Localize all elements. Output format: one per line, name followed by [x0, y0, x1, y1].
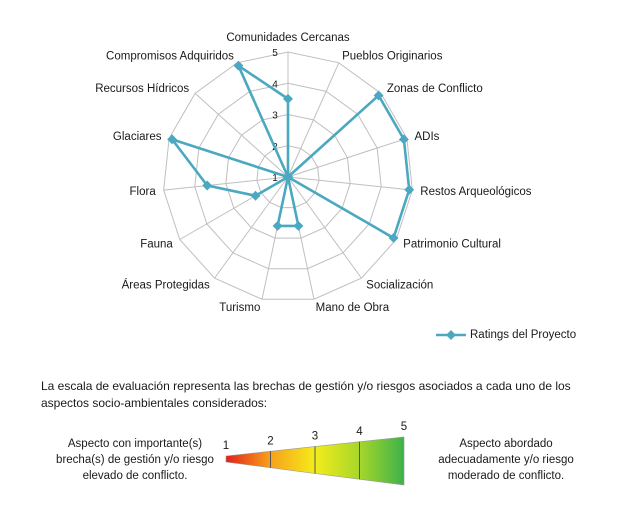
data-point: [398, 134, 409, 145]
radar-chart: Comunidades Cercanas Pueblos Originarios Z…: [95, 32, 532, 314]
series-group: [167, 60, 415, 243]
data-point: [283, 172, 293, 182]
legend-label: Ratings del Proyecto: [470, 329, 577, 341]
grid-spoke: [287, 176, 362, 279]
grid-ring: [194, 82, 382, 270]
grid-spoke: [163, 176, 289, 191]
data-point: [404, 184, 415, 195]
data-point: [388, 232, 399, 243]
legend-marker-icon: [436, 330, 466, 340]
scale-high-description: Aspecto abordado adecuadamente y/o riesg…: [438, 438, 574, 482]
axis-label: Flora: [130, 186, 157, 198]
grid-spoke: [214, 176, 289, 279]
data-point: [167, 134, 178, 145]
data-point: [293, 220, 304, 231]
tick-label: 1: [272, 173, 278, 184]
data-point: [202, 180, 213, 191]
grid-spoke: [287, 62, 340, 178]
tick-label: 5: [272, 48, 278, 59]
scale-description: La escala de evaluación representa las b…: [41, 379, 571, 410]
axis-labels: Comunidades Cercanas Pueblos Originarios Z…: [95, 32, 532, 314]
axis-label: Comunidades Cercanas: [226, 32, 350, 44]
axis-label: Mano de Obra: [316, 302, 390, 314]
axis-label: Zonas de Conflicto: [387, 83, 483, 95]
axis-label: Áreas Protegidas: [122, 279, 210, 292]
axis-label: Compromisos Adquiridos: [106, 50, 234, 62]
axis-label: Glaciares: [113, 131, 162, 143]
tick-label: 3: [272, 111, 278, 122]
axis-label: Patrimonio Cultural: [403, 239, 501, 251]
axis-label: Fauna: [140, 239, 173, 251]
legend: Ratings del Proyecto: [436, 329, 576, 341]
tick-label: 4: [272, 79, 278, 90]
grid-spoke: [287, 176, 413, 191]
grid-spoke: [194, 92, 289, 178]
grid-ring: [225, 113, 351, 239]
grid-spoke: [287, 137, 408, 178]
data-point: [272, 220, 283, 231]
series-line: [170, 64, 411, 240]
grid-ring: [163, 51, 413, 300]
data-point: [233, 60, 244, 71]
scale-level-label: 5: [401, 421, 407, 433]
axis-label: Socialización: [366, 280, 433, 292]
axis-label: ADIs: [414, 131, 439, 143]
scale-level-label: 4: [356, 426, 363, 438]
axis-label: Turismo: [219, 302, 260, 314]
scale-low-description: Aspecto con importante(s) brecha(s) de g…: [56, 438, 214, 482]
scale-level-label: 1: [223, 440, 229, 452]
axis-label: Restos Arqueológicos: [420, 186, 531, 198]
grid-ring: [256, 145, 320, 209]
axis-label: Recursos Hídricos: [95, 83, 189, 95]
scale-level-label: 2: [267, 435, 273, 447]
axis-label: Pueblos Originarios: [342, 50, 443, 62]
scale-level-label: 3: [312, 431, 318, 443]
data-point: [250, 190, 261, 201]
